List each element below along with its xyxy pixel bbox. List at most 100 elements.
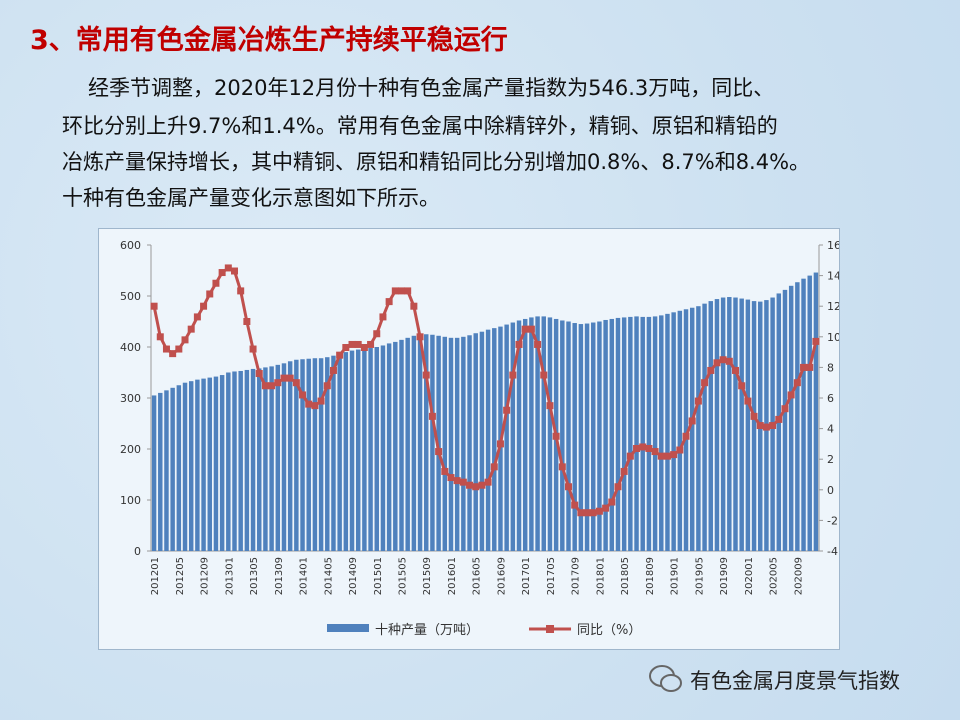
line-marker <box>626 452 634 460</box>
bar <box>479 331 485 551</box>
line-marker <box>354 340 362 348</box>
line-marker <box>237 287 245 295</box>
line-marker <box>527 325 535 333</box>
bar <box>238 370 243 551</box>
bar <box>572 323 577 551</box>
bar <box>158 392 163 551</box>
x-tick-label: 201701 <box>521 557 532 595</box>
bar <box>424 334 429 551</box>
bar <box>566 321 571 551</box>
line-marker <box>608 498 616 506</box>
line-marker <box>769 422 777 430</box>
bar <box>628 316 633 551</box>
line-marker <box>670 451 678 459</box>
line-marker <box>762 423 770 431</box>
bar <box>454 337 460 551</box>
x-tick-label: 201601 <box>447 557 458 595</box>
line-marker <box>286 374 294 382</box>
line-marker <box>663 452 671 460</box>
y2-tick-label: 4 <box>827 423 834 436</box>
bar <box>516 320 522 551</box>
y2-tick-label: 8 <box>827 361 834 374</box>
y-tick-label: 300 <box>120 392 141 405</box>
line-marker <box>150 302 158 310</box>
line-marker <box>694 397 702 405</box>
bar <box>281 363 287 551</box>
bar <box>213 376 219 551</box>
line-marker <box>738 382 746 390</box>
x-tick-label: 201301 <box>224 557 235 595</box>
y2-tick-label: 16 <box>827 239 839 252</box>
legend-label: 十种产量（万吨） <box>375 623 479 638</box>
bar <box>751 301 757 551</box>
line-marker <box>435 448 443 456</box>
line-marker <box>441 467 449 475</box>
bar <box>813 272 819 551</box>
footer-text: 有色金属月度景气指数 <box>690 669 900 693</box>
line-marker <box>676 446 684 454</box>
line-marker <box>218 269 226 277</box>
bar <box>708 301 713 551</box>
x-tick-label: 201805 <box>620 557 631 595</box>
bar <box>677 310 683 551</box>
y2-tick-label: 6 <box>827 392 834 405</box>
bar <box>448 337 454 551</box>
bar <box>300 359 305 551</box>
bar <box>386 343 392 551</box>
bar <box>473 333 478 551</box>
y2-tick-label: 14 <box>827 270 839 283</box>
bar <box>275 364 281 551</box>
y-tick-label: 0 <box>134 545 141 558</box>
line-marker <box>428 412 436 420</box>
line-marker <box>466 481 474 489</box>
line-marker <box>682 432 690 440</box>
bar <box>201 378 206 551</box>
line-marker <box>342 344 350 352</box>
bar <box>337 353 342 551</box>
line-marker <box>292 379 300 387</box>
bar <box>176 385 182 551</box>
bar <box>591 322 596 551</box>
line-marker <box>806 363 814 371</box>
bar <box>714 299 720 551</box>
line-marker <box>812 337 820 345</box>
line-marker <box>181 336 189 344</box>
bar <box>621 317 627 551</box>
paragraph-line: 十种有色金属产量变化示意图如下所示。 <box>62 186 440 210</box>
bar <box>634 316 639 551</box>
line-marker <box>602 504 610 512</box>
bar <box>325 357 330 551</box>
line-marker <box>200 302 208 310</box>
paragraph-line: 冶炼产量保持增长，其中精铜、原铝和精铅同比分别增加0.8%、8.7%和8.4%。 <box>62 150 811 174</box>
bar <box>182 382 188 551</box>
bar <box>739 298 744 551</box>
bar <box>294 359 299 551</box>
line-marker <box>323 382 331 390</box>
bar <box>541 316 546 551</box>
line-marker <box>651 448 659 456</box>
y-tick-label: 100 <box>120 494 141 507</box>
line-marker <box>416 333 424 341</box>
line-marker <box>639 443 647 451</box>
chart-frame: 0 100 200 300 400 500 600 -4 -2 0 2 4 6 8 10 12 14 16 2012… <box>98 228 841 650</box>
x-tick-label: 201205 <box>175 557 186 595</box>
line-marker <box>453 477 461 485</box>
line-marker <box>534 340 542 348</box>
line-marker <box>391 287 399 295</box>
line-marker <box>398 287 405 295</box>
x-tick-label: 202005 <box>769 557 780 595</box>
bar <box>720 297 726 551</box>
bar <box>529 317 534 551</box>
line-marker <box>521 325 529 333</box>
bar <box>597 321 602 551</box>
bar <box>689 307 695 551</box>
bar <box>257 368 262 551</box>
bar <box>646 316 652 551</box>
bar <box>195 379 200 551</box>
bar <box>250 368 256 551</box>
bar <box>374 347 379 551</box>
line-marker <box>707 366 715 374</box>
x-tick-label: 201405 <box>323 557 334 595</box>
line-marker <box>348 340 356 348</box>
